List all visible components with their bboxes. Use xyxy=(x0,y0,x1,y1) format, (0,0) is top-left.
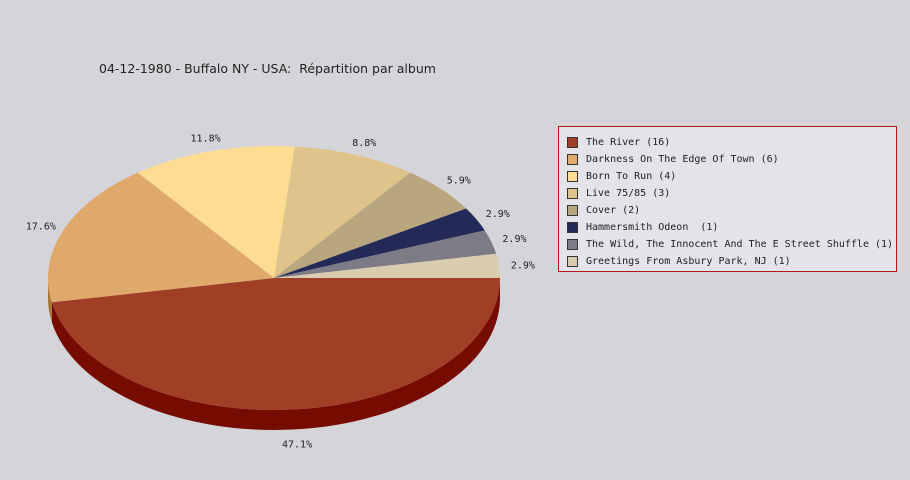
legend-item-5: Hammersmith Odeon (1) xyxy=(559,219,896,236)
pie-slice-4 xyxy=(274,172,467,278)
legend-swatch-7 xyxy=(567,256,578,267)
pie-percent-label-5: 2.9% xyxy=(486,209,510,220)
legend-label-4: Cover (2) xyxy=(586,205,641,216)
pie-slice-side-0 xyxy=(51,278,500,431)
pie-percent-labels: 47.1% 17.6% 11.8% 8.8% 5.9% 2.9% 2.9% 2.9% xyxy=(26,134,535,451)
pie-slice-7 xyxy=(274,253,500,278)
pie-percent-label-6: 2.9% xyxy=(502,234,526,245)
pie-percent-label-4: 5.9% xyxy=(447,176,471,187)
legend-item-3: Live 75/85 (3) xyxy=(559,185,896,202)
legend-item-6: The Wild, The Innocent And The E Street … xyxy=(559,236,896,253)
legend-item-1: Darkness On The Edge Of Town (6) xyxy=(559,151,896,168)
pie-percent-label-7: 2.9% xyxy=(511,261,535,272)
legend-label-7: Greetings From Asbury Park, NJ (1) xyxy=(586,256,791,267)
legend-item-0: The River (16) xyxy=(559,134,896,151)
legend-swatch-6 xyxy=(567,239,578,250)
pie-slice-3 xyxy=(274,146,411,278)
pie-slice-1 xyxy=(48,172,274,303)
pie-slice-6 xyxy=(274,230,497,278)
legend-label-1: Darkness On The Edge Of Town (6) xyxy=(586,154,779,165)
legend-item-4: Cover (2) xyxy=(559,202,896,219)
legend-swatch-3 xyxy=(567,188,578,199)
legend-label-2: Born To Run (4) xyxy=(586,171,677,182)
pie-slice-side-1 xyxy=(48,278,52,323)
pie-depth-layer xyxy=(48,278,500,431)
legend-item-7: Greetings From Asbury Park, NJ (1) xyxy=(559,253,896,270)
pie-slice-2 xyxy=(137,146,295,278)
pie-percent-label-3: 8.8% xyxy=(352,138,376,149)
pie-slice-5 xyxy=(274,208,485,278)
legend-label-6: The Wild, The Innocent And The E Street … xyxy=(586,239,894,250)
pie-percent-label-1: 17.6% xyxy=(26,221,56,232)
legend-label-0: The River (16) xyxy=(586,137,671,148)
pie-percent-label-0: 47.1% xyxy=(282,439,312,450)
legend-label-3: Live 75/85 (3) xyxy=(586,188,671,199)
chart-title: 04-12-1980 - Buffalo NY - USA: Répartiti… xyxy=(99,61,436,76)
legend-item-2: Born To Run (4) xyxy=(559,168,896,185)
legend-label-5: Hammersmith Odeon (1) xyxy=(586,222,719,233)
legend-swatch-5 xyxy=(567,222,578,233)
pie-percent-label-2: 11.8% xyxy=(191,134,221,145)
legend-swatch-1 xyxy=(567,154,578,165)
legend-swatch-2 xyxy=(567,171,578,182)
legend-swatch-0 xyxy=(567,137,578,148)
pie-slice-0 xyxy=(51,278,500,411)
pie-top-layer xyxy=(48,146,500,411)
legend: The River (16) Darkness On The Edge Of To… xyxy=(558,126,897,272)
legend-swatch-4 xyxy=(567,205,578,216)
